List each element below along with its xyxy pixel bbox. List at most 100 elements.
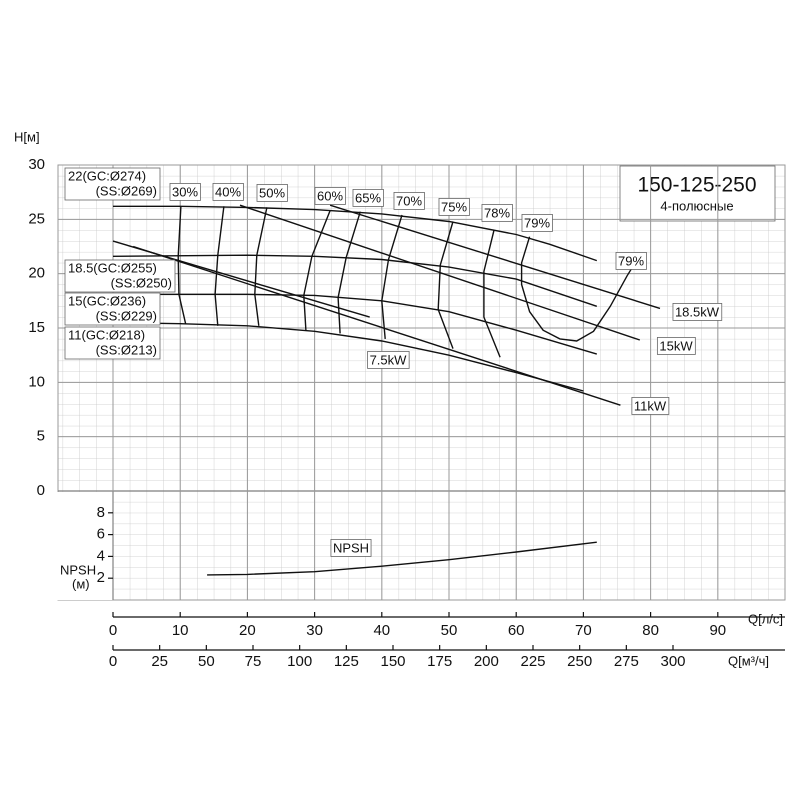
x2-tick-label: 200 [474, 653, 499, 670]
x-axis-label: Q[л/с] [748, 611, 783, 626]
x2-tick-label: 50 [198, 653, 215, 670]
efficiency-label: 30% [172, 184, 198, 199]
npsh-axis-unit: (м) [72, 576, 90, 591]
x2-tick-label: 0 [109, 653, 117, 670]
x2-tick-label: 175 [427, 653, 452, 670]
head-curve [113, 205, 598, 262]
x-tick-label: 40 [373, 622, 390, 639]
efficiency-curve [381, 214, 403, 339]
efficiency-label-box [481, 204, 513, 222]
head-curve [112, 254, 598, 307]
x2-axis-label: Q[м³/ч] [728, 653, 769, 668]
x2-tick-label: 25 [151, 653, 168, 670]
npsh-label-area [40, 492, 113, 600]
head-label: 22(GC:Ø274) [68, 168, 146, 183]
npsh-label: NPSH [333, 540, 369, 555]
x2-tick-label: 300 [660, 653, 685, 670]
x-tick-label: 90 [709, 622, 726, 639]
power-line [329, 204, 661, 310]
efficiency-curve [483, 230, 501, 358]
npsh-label-box [330, 539, 372, 557]
efficiency-curve [214, 206, 225, 326]
efficiency-label-box [521, 214, 553, 232]
chart-title: 150-125-250 [637, 174, 756, 197]
y-tick-label: 20 [28, 265, 45, 282]
efficiency-curve [177, 206, 187, 324]
efficiency-label: 40% [215, 184, 241, 199]
power-line [239, 204, 641, 341]
efficiency-label-box [256, 184, 288, 202]
npsh-tick-label: 2 [97, 569, 105, 586]
efficiency-label-box [169, 183, 201, 201]
npsh-curve [207, 541, 597, 576]
efficiency-label-box [615, 252, 647, 270]
efficiency-label: 75% [441, 199, 467, 214]
head-curve [112, 321, 584, 392]
efficiency-label-box [212, 183, 244, 201]
head-label: (SS:Ø269) [96, 183, 157, 198]
x2-tick-label: 150 [380, 653, 405, 670]
power-label-box [672, 303, 723, 321]
y-tick-label: 0 [37, 482, 45, 499]
x2-tick-label: 275 [614, 653, 639, 670]
efficiency-label-box [438, 198, 470, 216]
efficiency-label: 70% [396, 193, 422, 208]
head-label: 15(GC:Ø236) [68, 293, 146, 308]
power-label-box [631, 397, 670, 415]
x-tick-label: 30 [306, 622, 323, 639]
npsh-tick-label: 8 [97, 504, 105, 521]
efficiency-label: 50% [259, 185, 285, 200]
head-label: 11(GC:Ø218) [68, 327, 145, 342]
power-label: 7.5kW [370, 352, 408, 367]
head-label-box [64, 259, 176, 293]
power-label-box [367, 351, 410, 369]
efficiency-label-box [352, 189, 384, 207]
power-label: 18.5kW [675, 304, 720, 319]
efficiency-curve [520, 236, 638, 342]
npsh-tick-label: 4 [97, 547, 105, 564]
power-label: 11kW [634, 398, 667, 413]
efficiency-label: 78% [484, 205, 510, 220]
head-label: 18.5(GC:Ø255) [68, 260, 157, 275]
y-tick-label: 10 [28, 373, 45, 390]
efficiency-label-box [393, 192, 425, 210]
power-label: 15kW [659, 338, 693, 353]
efficiency-label: 79% [524, 215, 550, 230]
x-tick-label: 60 [508, 622, 525, 639]
efficiency-label: 65% [355, 190, 381, 205]
x2-tick-label: 75 [245, 653, 262, 670]
x-tick-label: 10 [172, 622, 189, 639]
head-label-box [64, 292, 161, 326]
npsh-tick-label: 6 [97, 526, 105, 543]
x-tick-label: 0 [109, 622, 117, 639]
x2-tick-label: 125 [334, 653, 359, 670]
y-tick-label: 15 [28, 319, 45, 336]
efficiency-label: 79% [618, 253, 644, 268]
head-label: (SS:Ø213) [96, 342, 157, 357]
x-tick-label: 70 [575, 622, 592, 639]
head-label-box [64, 326, 161, 360]
x2-tick-label: 225 [520, 653, 545, 670]
x-tick-label: 80 [642, 622, 659, 639]
head-label-box [64, 167, 161, 201]
y-tick-label: 30 [28, 156, 45, 173]
y-axis-label: H[м] [14, 129, 40, 144]
efficiency-label: 60% [317, 188, 343, 203]
x2-tick-label: 100 [287, 653, 312, 670]
head-label: (SS:Ø250) [111, 275, 172, 290]
efficiency-curve [337, 211, 361, 334]
power-label-box [656, 337, 696, 355]
chart-subtitle: 4-полюсные [660, 198, 733, 213]
y-tick-label: 5 [37, 428, 45, 445]
efficiency-curve [437, 221, 454, 349]
x2-tick-label: 250 [567, 653, 592, 670]
npsh-axis-label: NPSH [60, 562, 96, 577]
x-tick-label: 20 [239, 622, 256, 639]
y-tick-label: 25 [28, 210, 45, 227]
title-box [619, 165, 776, 222]
x-tick-label: 50 [441, 622, 458, 639]
efficiency-label-box [314, 187, 346, 205]
head-label: (SS:Ø229) [96, 308, 157, 323]
power-line [132, 245, 621, 406]
